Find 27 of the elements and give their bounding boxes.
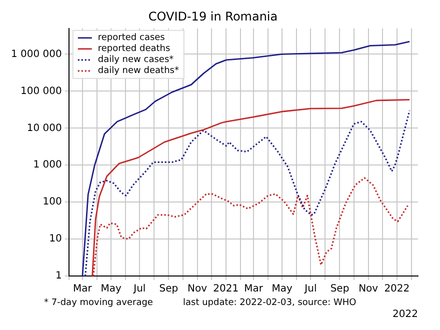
x-tick-label: Mar [244,284,264,295]
x-tick-label: 2022 [384,284,410,295]
x-tick-label: 2021 [213,284,239,295]
legend-label: daily new deaths* [98,66,180,76]
y-tick-label: 1 000 000 [10,48,62,60]
legend-label: daily new cases* [98,55,174,66]
text: 2022 [392,309,418,320]
legend-label: reported deaths [98,44,170,54]
x-tick-label: Jul [304,284,317,295]
y-tick-label: 1 [56,270,62,282]
x-tick-label: Sep [159,284,178,295]
legend-label: reported cases [98,33,166,44]
x-tick-label: Nov [358,284,378,295]
x-tick-label: Jul [132,284,146,295]
x-tick-label: May [272,284,293,295]
y-tick-label: 100 [42,196,62,208]
x-tick-label: Mar [73,284,93,295]
y-tick-label: 10 [49,234,62,245]
y-tick-label: 100 000 [20,86,62,97]
y-tick-label: 1 000 [33,160,62,171]
y-tick-label: 10 000 [26,122,62,134]
x-tick-label: Sep [330,284,350,295]
text: last update: 2022-02-03, source: WHO [182,298,356,309]
x-tick-label: Nov [188,284,208,295]
chart-title: COVID-19 in Romania [148,9,278,24]
text: * 7-day moving average [44,298,153,309]
x-tick-label: May [100,284,122,295]
